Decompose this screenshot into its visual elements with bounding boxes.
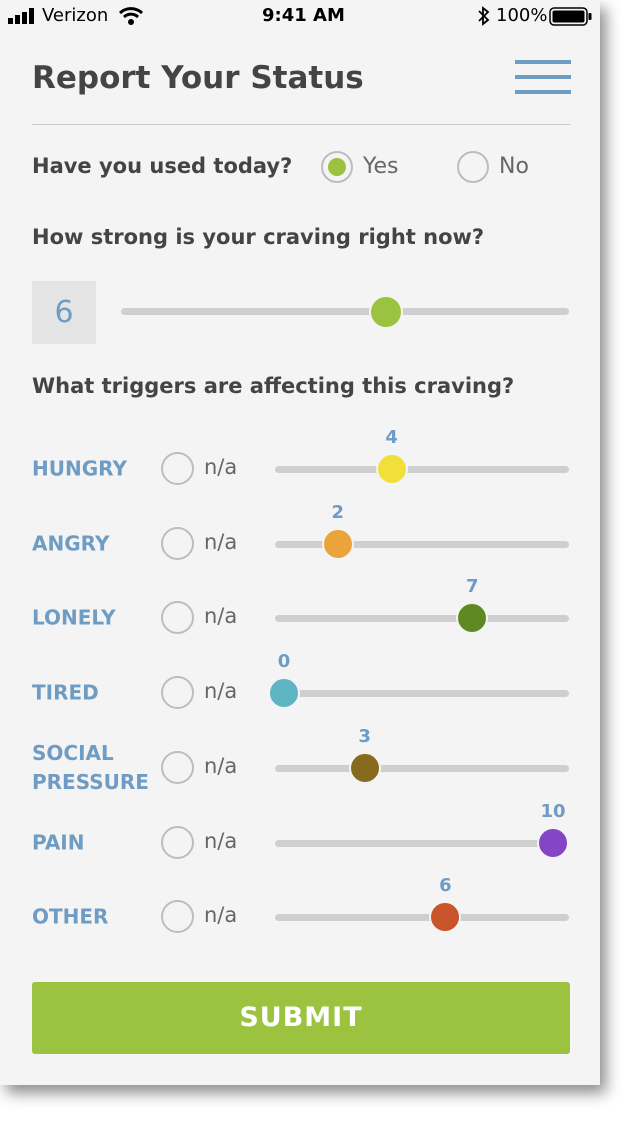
clock: 9:41 AM <box>262 5 345 26</box>
radio[interactable] <box>457 151 489 183</box>
craving-knob[interactable] <box>369 295 404 329</box>
trigger-knob[interactable] <box>375 453 408 485</box>
radio[interactable] <box>321 151 353 183</box>
na-label: n/a <box>204 604 238 629</box>
na-radio[interactable] <box>161 750 194 784</box>
triggers-question: What triggers are affecting this craving… <box>32 374 515 398</box>
trigger-track[interactable] <box>275 615 569 623</box>
carrier: Verizon <box>42 5 109 26</box>
trigger-value: 0 <box>277 651 291 673</box>
used-question: Have you used today? <box>32 154 293 178</box>
trigger-track[interactable] <box>275 839 569 847</box>
trigger-knob[interactable] <box>537 826 569 859</box>
trigger-track[interactable] <box>275 764 569 772</box>
trigger-value: 6 <box>439 875 452 897</box>
na-label: n/a <box>204 529 238 554</box>
trigger-label: PAIN <box>32 830 85 854</box>
na-label: n/a <box>204 679 238 704</box>
trigger-label: TIRED <box>32 680 99 705</box>
page-title: Report Your Status <box>32 60 364 96</box>
battery-icon <box>549 7 592 26</box>
na-radio[interactable] <box>161 676 194 710</box>
craving-value: 6 <box>32 281 96 344</box>
trigger-knob[interactable] <box>429 901 462 934</box>
trigger-label: LONELY <box>32 605 116 630</box>
na-label: n/a <box>204 828 238 853</box>
na-label: n/a <box>204 903 238 928</box>
na-label: n/a <box>204 753 238 778</box>
trigger-value: 7 <box>466 576 479 598</box>
trigger-track[interactable] <box>275 466 569 473</box>
trigger-track[interactable] <box>275 914 569 922</box>
trigger-knob[interactable] <box>268 677 300 710</box>
na-radio[interactable] <box>161 526 194 560</box>
trigger-knob[interactable] <box>348 751 381 784</box>
trigger-label: ANGRY <box>32 531 110 556</box>
bluetooth-icon <box>478 6 490 26</box>
radio-dot <box>328 158 346 176</box>
craving-question: How strong is your craving right now? <box>32 225 485 249</box>
divider <box>32 124 570 125</box>
option-label: Yes <box>363 154 399 179</box>
trigger-value: 4 <box>385 427 398 448</box>
na-label: n/a <box>204 455 238 479</box>
wifi-icon <box>118 7 144 25</box>
craving-track[interactable] <box>121 308 569 315</box>
trigger-track[interactable] <box>275 690 569 698</box>
trigger-label: OTHER <box>32 904 109 929</box>
na-radio[interactable] <box>161 825 194 859</box>
trigger-label: SOCIAL PRESSURE <box>32 740 149 794</box>
signal-icon <box>8 8 34 24</box>
menu-button[interactable] <box>515 60 571 96</box>
na-radio[interactable] <box>161 452 194 485</box>
trigger-value: 2 <box>331 501 345 523</box>
option-label: No <box>499 154 529 179</box>
trigger-label: HUNGRY <box>32 456 127 481</box>
trigger-knob[interactable] <box>456 602 489 635</box>
trigger-track[interactable] <box>275 540 569 548</box>
trigger-knob[interactable] <box>321 527 354 560</box>
trigger-value: 10 <box>540 800 566 822</box>
submit-button[interactable]: SUBMIT <box>32 982 570 1054</box>
battery-percent: 100% <box>496 5 548 26</box>
trigger-value: 3 <box>358 725 371 747</box>
na-radio[interactable] <box>161 900 194 934</box>
na-radio[interactable] <box>161 601 194 635</box>
screen: Verizon 9:41 AM 100% Report Your Status … <box>0 0 600 1085</box>
